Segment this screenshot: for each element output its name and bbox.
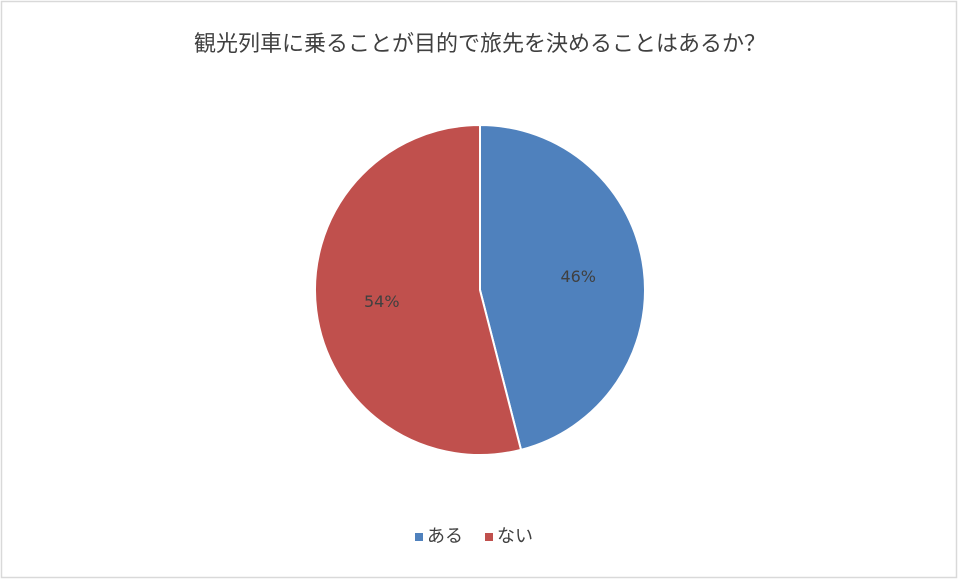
data-label: 54%: [364, 292, 400, 311]
legend-marker: [415, 533, 423, 541]
pie-slice: [479, 123, 646, 452]
data-label: 46%: [560, 267, 596, 286]
legend-marker: [485, 533, 493, 541]
pie-slice: [314, 123, 523, 456]
legend-label: ある: [427, 526, 463, 547]
legend-label: ない: [497, 526, 533, 547]
chart-title: 観光列車に乗ることが目的で旅先を決めることはあるか？: [194, 32, 766, 57]
